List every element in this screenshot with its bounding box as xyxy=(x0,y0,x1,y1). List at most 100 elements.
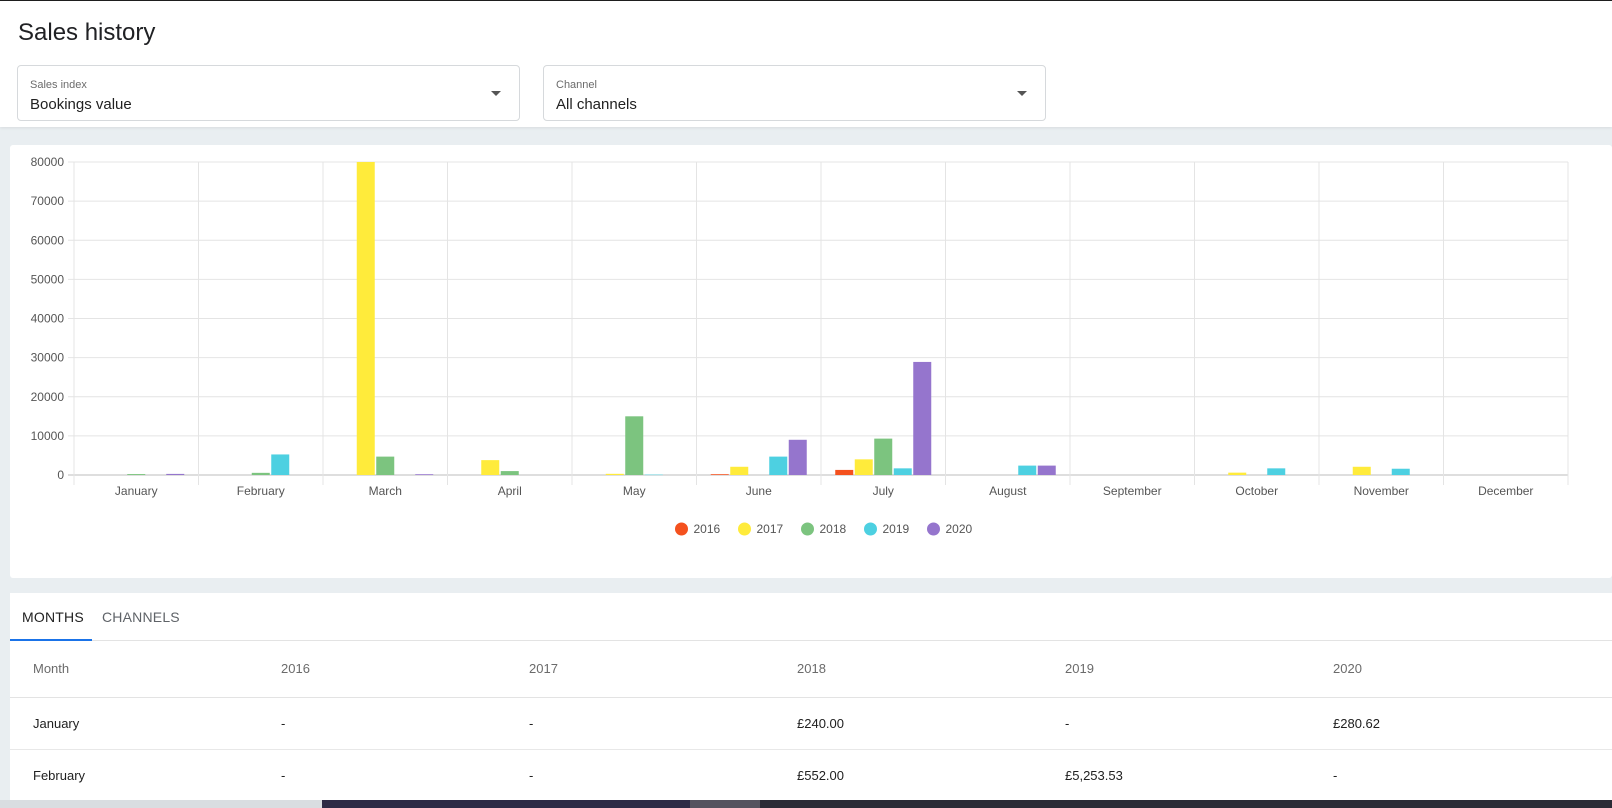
x-tick-label: September xyxy=(1103,484,1162,498)
legend-swatch-2016 xyxy=(674,521,689,537)
bar-2017-july xyxy=(854,459,873,475)
x-tick-label: August xyxy=(989,484,1027,498)
table-cell: - xyxy=(506,749,774,802)
active-tab-indicator xyxy=(10,639,92,641)
bar-2016-july xyxy=(835,469,854,475)
chevron-down-icon[interactable] xyxy=(1017,91,1027,96)
bar-2018-march xyxy=(376,456,395,475)
legend-swatch-2017 xyxy=(737,521,752,537)
x-tick-label: July xyxy=(873,484,894,498)
table-cell: - xyxy=(1042,697,1310,750)
bar-2020-march xyxy=(415,474,434,475)
chevron-down-icon[interactable] xyxy=(491,91,501,96)
legend-label-2016: 2016 xyxy=(694,522,721,536)
bar-2019-february xyxy=(271,454,290,475)
table-cell: - xyxy=(258,749,506,802)
x-tick-label: February xyxy=(237,484,285,498)
y-tick-label: 0 xyxy=(57,468,64,482)
window-top-border xyxy=(0,0,1612,1)
table-cell: £240.00 xyxy=(774,697,1042,750)
x-tick-label: March xyxy=(369,484,402,498)
x-tick-label: January xyxy=(115,484,158,498)
bar-2019-july xyxy=(893,468,912,475)
legend-label-2020: 2020 xyxy=(946,522,973,536)
column-header-2016[interactable]: 2016 xyxy=(258,641,506,698)
table-cell: January xyxy=(10,697,258,750)
channel-label: Channel xyxy=(556,79,597,91)
bar-2019-october xyxy=(1267,468,1286,475)
x-tick-label: November xyxy=(1354,484,1409,498)
table-cell: £552.00 xyxy=(774,749,1042,802)
bar-2017-april xyxy=(481,460,500,475)
table-cell: £280.62 xyxy=(1310,697,1612,750)
bar-2018-may xyxy=(625,416,644,475)
y-tick-label: 50000 xyxy=(31,272,65,286)
x-tick-label: April xyxy=(498,484,522,498)
sales-chart-card: 0 10000 20000 30000 40000 50000 60000 70000 8000… xyxy=(10,145,1612,578)
table-row: February - - £552.00 £5,253.53 - xyxy=(10,749,1612,802)
table-row: January - - £240.00 - £280.62 xyxy=(10,697,1612,750)
column-header-2018[interactable]: 2018 xyxy=(774,641,1042,698)
bar-2017-may xyxy=(605,473,624,475)
bar-2020-august xyxy=(1037,465,1056,475)
x-tick-label: December xyxy=(1478,484,1533,498)
sales-index-select[interactable]: Sales index Bookings value xyxy=(17,65,520,121)
legend-swatch-2019 xyxy=(863,521,878,537)
legend-label-2017: 2017 xyxy=(757,522,784,536)
column-header-month[interactable]: Month xyxy=(10,641,258,698)
y-tick-label: 20000 xyxy=(31,390,65,404)
channel-value: All channels xyxy=(556,96,637,113)
bar-2017-october xyxy=(1228,472,1247,475)
table-cell: February xyxy=(10,749,258,802)
table-tabs: MONTHS CHANNELS xyxy=(10,593,1612,641)
tab-channels[interactable]: CHANNELS xyxy=(102,609,180,625)
channel-select[interactable]: Channel All channels xyxy=(543,65,1046,121)
x-tick-label: June xyxy=(746,484,772,498)
table-header-row: Month 2016 2017 2018 2019 2020 xyxy=(10,641,1612,698)
y-tick-label: 30000 xyxy=(31,351,65,365)
bar-2018-february xyxy=(251,472,270,475)
table-cell: - xyxy=(258,697,506,750)
taskbar-segment xyxy=(690,800,760,808)
bar-2017-june xyxy=(730,466,749,475)
bar-2017-november xyxy=(1352,466,1371,475)
taskbar-segment xyxy=(760,800,1612,808)
bar-2019-november xyxy=(1391,468,1410,475)
y-tick-label: 60000 xyxy=(31,233,65,247)
bar-2019-june xyxy=(769,456,788,475)
bar-2016-june xyxy=(710,474,729,475)
page-title: Sales history xyxy=(18,19,156,46)
table-cell: - xyxy=(506,697,774,750)
bar-2017-march xyxy=(356,162,375,475)
sales-index-label: Sales index xyxy=(30,79,87,91)
x-tick-label: October xyxy=(1235,484,1278,498)
page-header: Sales history Sales index Bookings value… xyxy=(0,1,1612,127)
bar-2019-may xyxy=(644,474,663,476)
tab-months[interactable]: MONTHS xyxy=(22,609,84,625)
x-tick-label: May xyxy=(623,484,646,498)
bar-2020-june xyxy=(788,439,807,475)
legend-swatch-2020 xyxy=(926,521,941,537)
bar-2018-january xyxy=(127,474,146,475)
sales-table: Month 2016 2017 2018 2019 2020 January -… xyxy=(10,641,1612,802)
sales-table-card: MONTHS CHANNELS Month 2016 2017 2018 201… xyxy=(10,593,1612,808)
bar-2020-july xyxy=(913,361,932,475)
legend-swatch-2018 xyxy=(800,521,815,537)
y-tick-label: 10000 xyxy=(31,429,65,443)
legend-label-2018: 2018 xyxy=(820,522,847,536)
column-header-2020[interactable]: 2020 xyxy=(1310,641,1612,698)
column-header-2019[interactable]: 2019 xyxy=(1042,641,1310,698)
y-tick-label: 70000 xyxy=(31,194,65,208)
bar-2020-january xyxy=(166,473,185,475)
bar-2018-july xyxy=(874,438,893,475)
column-header-2017[interactable]: 2017 xyxy=(506,641,774,698)
table-cell: - xyxy=(1310,749,1612,802)
sales-bar-chart: 0 10000 20000 30000 40000 50000 60000 70000 8000… xyxy=(31,155,1569,537)
bar-2019-august xyxy=(1018,465,1037,475)
legend-label-2019: 2019 xyxy=(883,522,910,536)
sales-index-value: Bookings value xyxy=(30,96,132,113)
table-cell: £5,253.53 xyxy=(1042,749,1310,802)
taskbar-segment xyxy=(322,800,690,808)
y-tick-label: 40000 xyxy=(31,312,65,326)
taskbar-segment xyxy=(0,800,322,808)
